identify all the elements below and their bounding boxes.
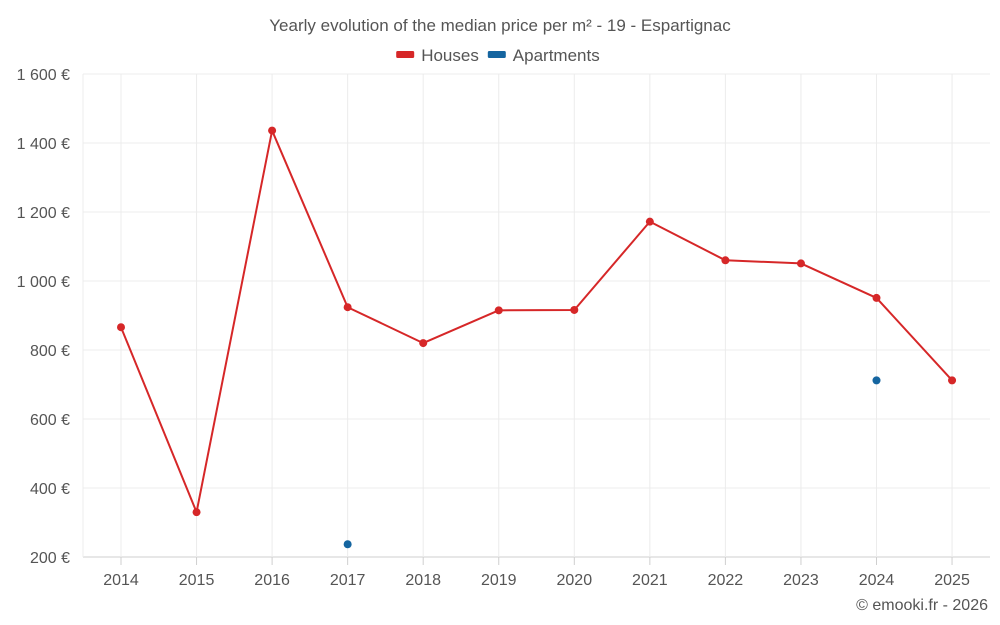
y-tick-label: 1 400 € [17,136,70,153]
x-tick-label: 2015 [179,572,215,589]
apartments-point-2017[interactable] [343,540,352,549]
apartments-point-2024[interactable] [872,376,881,385]
legend-swatch-apartments [487,51,506,58]
x-tick-label: 2024 [859,572,895,589]
x-tick-label: 2017 [330,572,366,589]
houses-point-2023[interactable] [796,259,805,268]
x-axis: 2014 2015 2016 2017 2018 2019 2020 2021 2022 2023… [103,557,970,589]
chart-title: Yearly evolution of the median price per… [269,16,731,35]
houses-point-2020[interactable] [570,305,579,314]
y-tick-label: 800 € [30,343,70,360]
houses-point-2015[interactable] [192,508,201,517]
houses-point-2025[interactable] [948,376,957,385]
x-tick-label: 2023 [783,572,819,589]
legend-swatch-houses [396,51,415,58]
y-tick-label: 600 € [30,412,70,429]
y-tick-label: 1 200 € [17,205,70,222]
series-layer [117,126,957,549]
houses-point-2016[interactable] [268,126,277,135]
credit-text: © emooki.fr - 2026 [856,597,988,614]
y-tick-label: 1 600 € [17,67,70,84]
houses-point-2021[interactable] [645,217,654,226]
y-tick-label: 1 000 € [17,274,70,291]
legend-label-apartments: Apartments [513,46,600,65]
y-tick-label: 200 € [30,550,70,567]
houses-point-2022[interactable] [721,256,730,265]
y-axis: 200 € 400 € 600 € 800 € 1 000 € 1 200 € 1 400 … [17,67,70,567]
legend: Houses Apartments [396,46,600,65]
grid [82,73,990,558]
houses-point-2018[interactable] [419,339,428,348]
houses-point-2024[interactable] [872,293,881,302]
legend-item-apartments[interactable]: Apartments [487,46,600,65]
houses-point-2017[interactable] [343,303,352,312]
x-tick-label: 2021 [632,572,668,589]
x-tick-label: 2022 [708,572,744,589]
houses-line [120,129,953,514]
x-tick-label: 2020 [557,572,593,589]
x-tick-label: 2019 [481,572,517,589]
y-tick-label: 400 € [30,481,70,498]
legend-label-houses: Houses [421,46,479,65]
x-tick-label: 2025 [934,572,970,589]
x-tick-label: 2014 [103,572,139,589]
houses-point-2014[interactable] [117,323,125,332]
legend-item-houses[interactable]: Houses [396,46,479,65]
x-tick-label: 2018 [405,572,441,589]
houses-point-2019[interactable] [494,306,503,315]
x-tick-label: 2016 [254,572,290,589]
